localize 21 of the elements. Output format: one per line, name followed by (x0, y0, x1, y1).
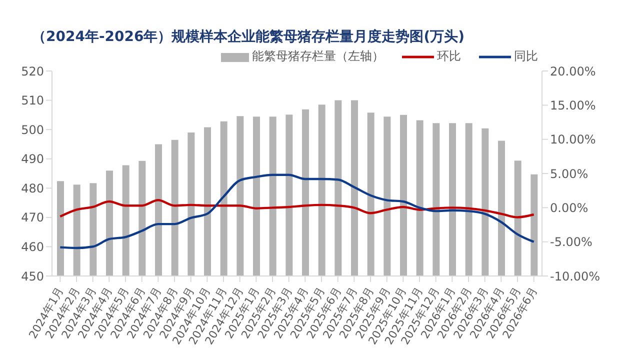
y2-tick-label: -5.00% (550, 235, 592, 250)
y-tick-label: 480 (21, 181, 44, 196)
legend-label: 环比 (436, 48, 461, 65)
y-tick-label: 510 (21, 94, 44, 108)
y2-tick-label: 0.00% (550, 200, 588, 215)
y2-tick-label: 10.00% (550, 132, 596, 147)
legend-label: 同比 (513, 48, 538, 65)
y-tick-label: 450 (21, 269, 44, 284)
line-series (59, 199, 535, 218)
y2-tick-label: 15.00% (550, 98, 596, 112)
y2-tick-label: -10.00% (550, 269, 600, 284)
legend-label: 能繁母猪存栏量（左轴） (251, 48, 384, 65)
y-tick-label: 460 (21, 240, 44, 254)
y-tick-label: 500 (21, 122, 44, 137)
chart-title: （2024年-2026年）规模样本企业能繁母猪存栏量月度走势图(万头) (31, 28, 466, 47)
y2-tick-label: 5.00% (550, 166, 588, 181)
line-series (59, 174, 535, 250)
y-tick-label: 520 (21, 64, 44, 78)
y-tick-label: 470 (21, 210, 44, 225)
y-tick-label: 490 (21, 152, 44, 166)
y2-tick-label: 20.00% (550, 64, 596, 78)
